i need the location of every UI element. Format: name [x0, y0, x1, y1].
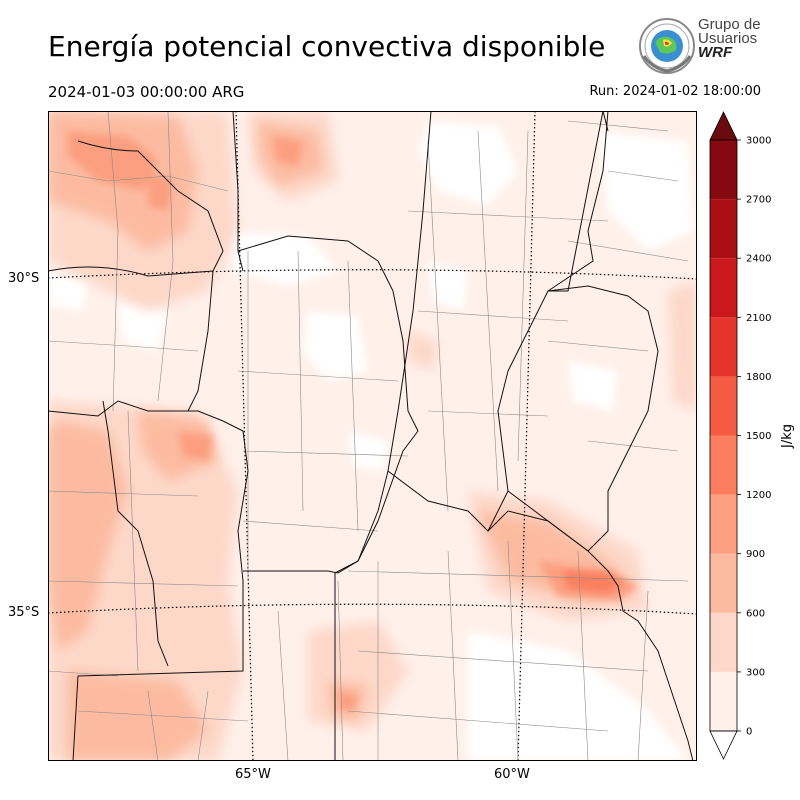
colorbar-band — [710, 258, 737, 318]
globe-emblem-icon — [639, 18, 695, 74]
colorbar-band — [710, 494, 737, 554]
cordoba-east — [357, 290, 419, 562]
low-cape-areas — [48, 121, 693, 761]
cordoba-south — [243, 470, 389, 574]
grupo-wrf-logo: Grupo de Usuarios WRF — [638, 16, 768, 76]
colorbar-tick-label: 2400 — [746, 254, 771, 265]
lon-label-60w: 60°W — [494, 767, 530, 782]
map-title: Energía potencial convectiva disponible — [48, 30, 606, 63]
graticule — [48, 111, 697, 761]
colorbar-band — [710, 199, 737, 259]
mendoza-east — [102, 400, 169, 667]
colorbar-tick-label: 300 — [746, 667, 765, 678]
colorbar-ticks: 0 300 600 900 1200 1500 1800 2100 2400 2700 3000 — [737, 136, 771, 738]
san-luis-north — [48, 400, 249, 582]
cape-map — [48, 111, 697, 761]
la-rioja-east — [187, 270, 214, 412]
colorbar-band — [710, 435, 737, 495]
logo-line-2: Usuarios — [698, 30, 758, 47]
colorbar-over-arrow — [709, 111, 738, 141]
lat-label-35s: 35°S — [8, 605, 40, 620]
catamarca-boundary — [77, 140, 224, 272]
chaco-south — [431, 111, 609, 132]
parallel-30s — [48, 269, 697, 280]
mendoza-south — [72, 581, 244, 761]
run-time: Run: 2024-01-02 18:00:00 — [589, 84, 761, 99]
cape-1200-1500 — [563, 571, 623, 593]
corrientes-west — [547, 111, 609, 292]
meridian-60w — [517, 111, 536, 761]
colorbar-band — [710, 612, 737, 672]
colorbar-tick-label: 1800 — [746, 372, 771, 383]
colorbar-band — [710, 140, 737, 200]
map-frame — [48, 111, 697, 761]
province-boundaries — [48, 111, 694, 761]
lon-label-65w: 65°W — [235, 767, 271, 782]
colorbar: 0 300 600 900 1200 1500 1800 2100 2400 2700 3000 J… — [709, 111, 795, 760]
valid-time: 2024-01-03 00:00:00 ARG — [48, 83, 245, 101]
colorbar-band — [710, 553, 737, 613]
colorbar-bands — [710, 140, 737, 731]
meridian-65w — [235, 111, 254, 761]
colorbar-under-arrow — [709, 730, 738, 760]
colorbar-tick-label: 0 — [746, 727, 752, 738]
rio-de-la-plata-coast — [487, 510, 694, 761]
tucuman-west — [232, 111, 244, 272]
colorbar-tick-label: 1200 — [746, 490, 771, 501]
colorbar-tick-label: 2100 — [746, 313, 771, 324]
logo-line-1: Grupo de — [698, 16, 761, 33]
colorbar-tick-label: 3000 — [746, 136, 771, 147]
colorbar-unit-label: J/kg — [780, 424, 795, 449]
colorbar-band — [710, 671, 737, 731]
entre-rios-corrientes — [507, 285, 659, 552]
colorbar-tick-label: 2700 — [746, 195, 771, 206]
santa-fe-boundary — [387, 111, 604, 532]
colorbar-band — [710, 376, 737, 436]
colorbar-tick-label: 600 — [746, 608, 765, 619]
logo-text: Grupo de Usuarios WRF — [698, 16, 761, 61]
parallel-35s — [48, 603, 697, 615]
lat-label-30s: 30°S — [8, 271, 40, 286]
colorbar-tick-label: 1500 — [746, 431, 771, 442]
colorbar-tick-label: 900 — [746, 549, 765, 560]
colorbar-band — [710, 317, 737, 377]
department-boundaries — [48, 111, 689, 761]
la-rioja-north — [48, 266, 214, 277]
logo-line-3: WRF — [698, 44, 733, 61]
buenos-aires-north — [334, 560, 359, 574]
cordoba-north — [237, 235, 394, 292]
